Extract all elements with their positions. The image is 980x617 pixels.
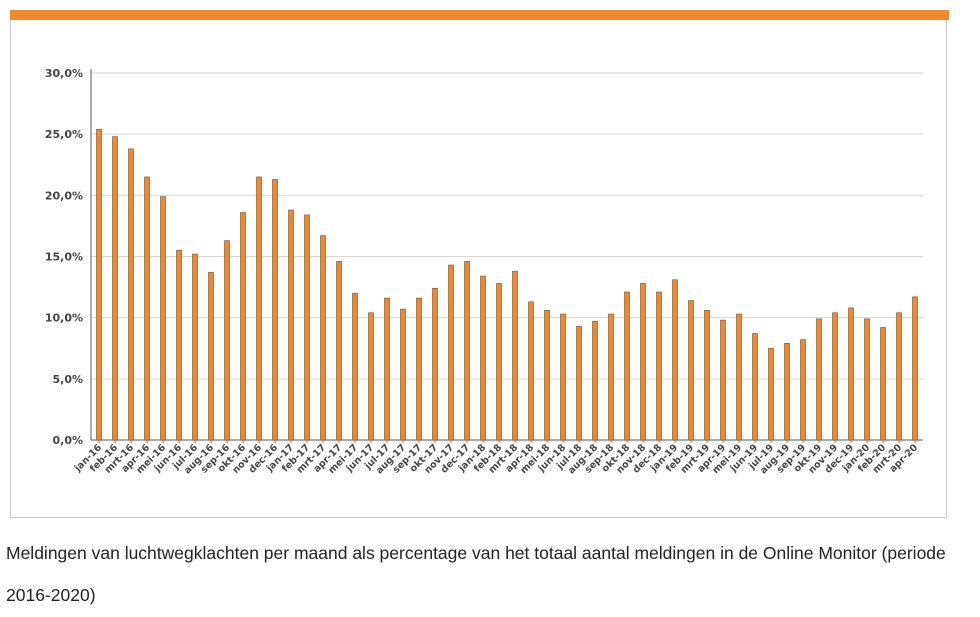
y-tick-label: 5,0%: [52, 373, 83, 386]
bar-aug-18: [592, 321, 598, 441]
bar-jul-19: [768, 347, 774, 441]
bar-sep-19: [800, 339, 806, 441]
y-tick-label: 0,0%: [52, 434, 83, 447]
bar-jan-17: [288, 209, 294, 441]
bar-sep-16: [224, 240, 230, 441]
bar-dec-19: [848, 307, 854, 441]
bar-apr-17: [336, 261, 342, 441]
bar-mei-17: [352, 292, 358, 441]
bar-mrt-17: [320, 235, 326, 441]
bar-dec-18: [656, 291, 662, 441]
bar-mei-18: [544, 310, 550, 441]
bar-jun-19: [752, 333, 758, 441]
bar-jun-17: [368, 312, 374, 441]
bar-feb-19: [688, 300, 694, 441]
bar-okt-17: [432, 288, 438, 441]
bar-nov-16: [256, 176, 262, 441]
bar-okt-19: [816, 318, 822, 441]
bar-chart: 0,0%5,0%10,0%15,0%20,0%25,0%30,0%jan-16f…: [45, 67, 923, 476]
bar-jan-19: [672, 279, 678, 441]
chart-frame: 0,0% 5,0% 10,0% 15,0% 20,0% 25,0% 30,0% jan-16 f…: [10, 20, 947, 518]
bar-feb-20: [880, 327, 886, 441]
chart-caption: Meldingen van luchtwegklachten per maand…: [6, 543, 946, 605]
top-accent-bar: [10, 10, 949, 20]
bar-jan-20: [864, 318, 870, 441]
y-tick-label: 15,0%: [45, 251, 83, 264]
bar-jun-16: [176, 250, 182, 441]
bar-jul-18: [576, 325, 582, 441]
bar-jul-17: [384, 297, 390, 441]
bar-aug-19: [784, 343, 790, 441]
bar-mrt-20: [896, 312, 902, 441]
bar-apr-16: [144, 176, 150, 441]
bar-sep-18: [608, 313, 614, 441]
y-tick-label: 10,0%: [45, 312, 83, 325]
bar-apr-20: [912, 296, 918, 441]
bar-nov-17: [448, 264, 454, 441]
bar-sep-17: [416, 297, 422, 441]
bar-nov-18: [640, 283, 646, 441]
bar-feb-16: [112, 136, 118, 441]
bar-jul-16: [192, 253, 198, 441]
bar-jun-18: [560, 313, 566, 441]
bar-mrt-16: [128, 148, 134, 441]
bar-feb-17: [304, 214, 310, 441]
bar-dec-17: [464, 261, 470, 441]
bar-apr-18: [528, 301, 534, 441]
bar-dec-16: [272, 179, 278, 441]
bar-mei-19: [736, 313, 742, 441]
bar-jan-18: [480, 275, 486, 441]
y-tick-label: 25,0%: [45, 128, 83, 141]
bar-okt-16: [240, 212, 246, 441]
bar-okt-18: [624, 291, 630, 441]
bar-aug-16: [208, 272, 214, 441]
y-tick-label: 20,0%: [45, 189, 83, 202]
bar-apr-19: [720, 319, 726, 441]
bar-jan-16: [96, 128, 102, 441]
bar-feb-18: [496, 283, 502, 441]
bar-aug-17: [400, 308, 406, 441]
bar-mei-16: [160, 196, 166, 441]
bar-mrt-19: [704, 310, 710, 441]
y-tick-label: 30,0%: [45, 67, 83, 80]
bar-mrt-18: [512, 270, 518, 441]
bar-nov-19: [832, 312, 838, 441]
